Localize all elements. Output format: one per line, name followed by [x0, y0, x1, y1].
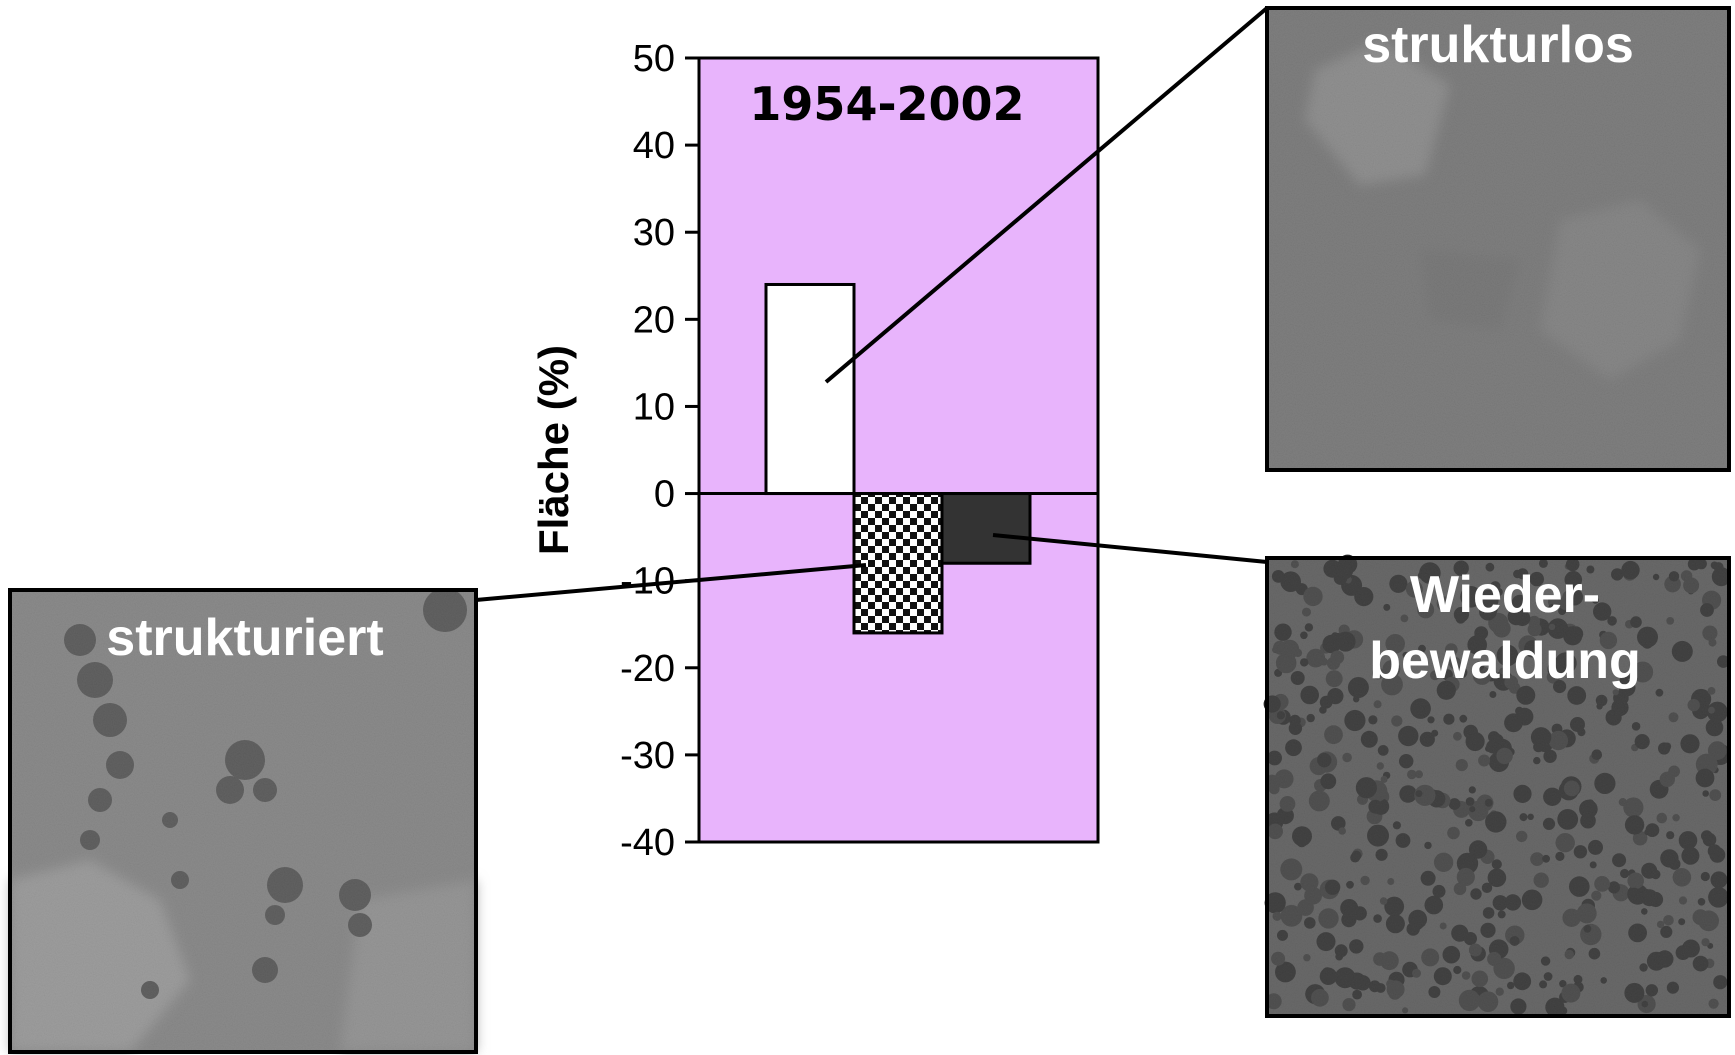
photo-reforestation: Wieder- bewaldung — [1263, 554, 1731, 1018]
bar-wiederbewaldung — [940, 492, 1032, 565]
y-tick-label: -20 — [620, 648, 675, 690]
photo-label-structureless: strukturlos — [1362, 16, 1634, 74]
photo-structureless: strukturlos — [1265, 6, 1731, 472]
bar-strukturiert — [852, 492, 944, 635]
bars — [764, 282, 1032, 635]
photo-label-reforestation-line1: Wieder- — [1410, 566, 1600, 624]
connector-reforestation — [992, 533, 1268, 564]
connectors — [475, 6, 1269, 602]
chart-title: 1954-2002 — [749, 77, 1024, 131]
bar-strukturlos — [764, 282, 856, 496]
y-tick-label: 40 — [633, 125, 675, 167]
plot-area — [697, 56, 1100, 844]
y-tick-label: 30 — [633, 212, 675, 254]
y-tick-label: -40 — [620, 822, 675, 864]
connector-structured — [475, 563, 867, 602]
photo-structured: strukturiert — [8, 588, 478, 1054]
y-tick-label: -30 — [620, 735, 675, 777]
y-tick-label: 20 — [633, 299, 675, 341]
y-tick-label: 10 — [633, 386, 675, 428]
photo-label-structured: strukturiert — [106, 609, 383, 667]
y-tick-label: 0 — [654, 474, 675, 516]
connector-structureless — [824, 6, 1269, 384]
photo-label-reforestation-line2: bewaldung — [1369, 632, 1641, 690]
y-axis-label: Fläche (%) — [530, 345, 577, 555]
y-tick-label: 50 — [633, 38, 675, 80]
